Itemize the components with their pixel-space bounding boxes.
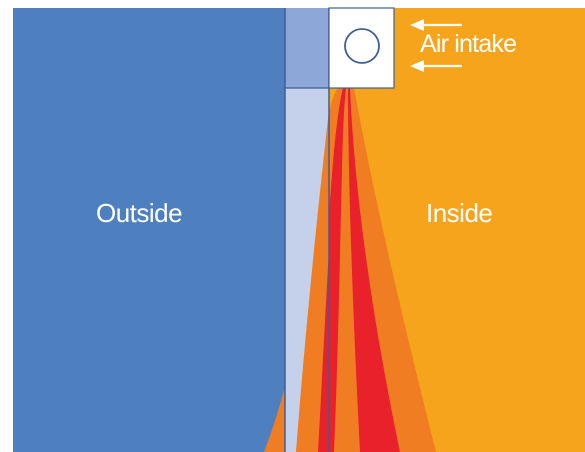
- cavity-red-tail: [318, 250, 329, 452]
- left-arrow-icon: [410, 19, 462, 72]
- circle-intake-icon: [344, 28, 380, 64]
- outside-label: Outside: [96, 198, 183, 228]
- heat-plume-ribbon: [334, 88, 360, 452]
- inside-label: Inside: [426, 198, 493, 228]
- air-intake-label: Air intake: [420, 30, 517, 58]
- cavity-orange-tail: [296, 180, 329, 452]
- frame-top-block: [285, 8, 329, 88]
- outside-panel: [13, 8, 285, 452]
- cavity-overlay: [285, 88, 329, 452]
